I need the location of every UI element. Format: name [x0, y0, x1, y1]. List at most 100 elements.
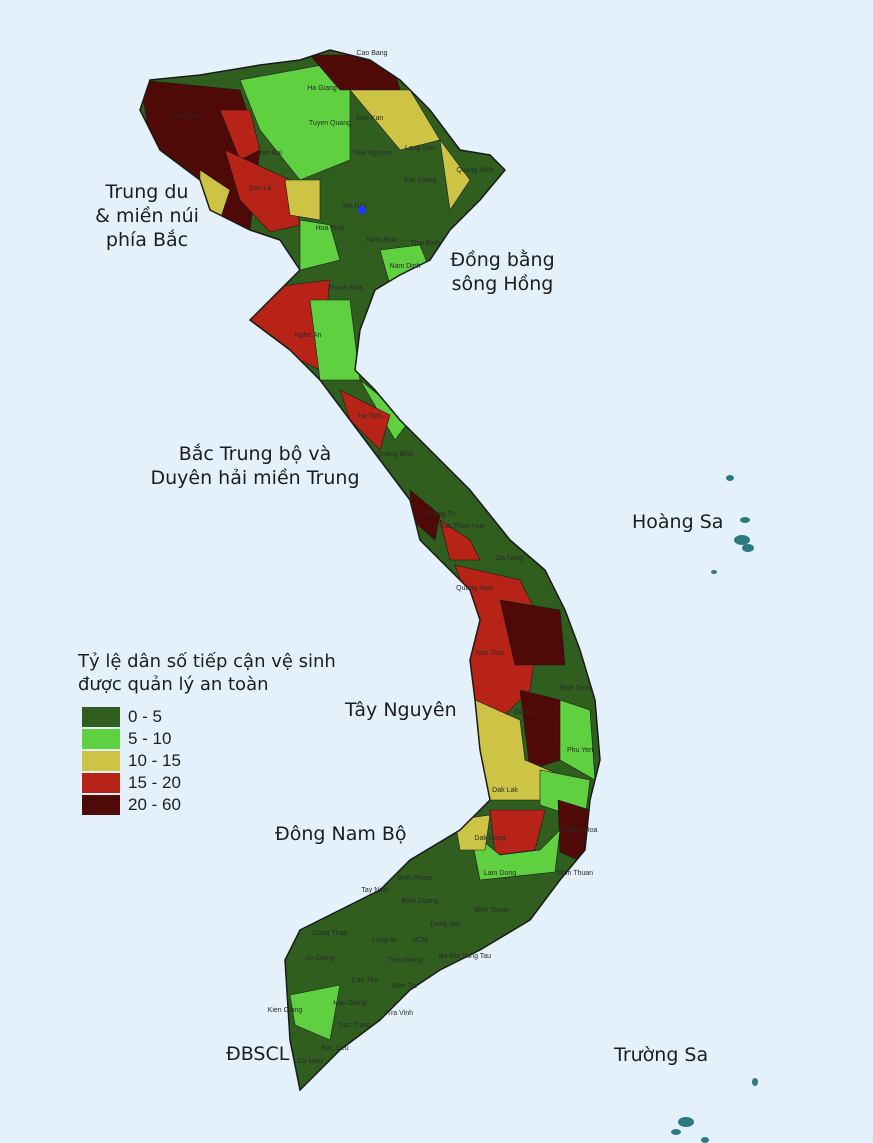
province-label: Kien Giang — [268, 1007, 303, 1014]
province-label: Dong Nai — [430, 921, 460, 928]
province-label: HA NOI — [343, 203, 367, 210]
province-label: Bac Lieu — [321, 1045, 348, 1052]
province-label: Dong Thap — [313, 930, 348, 937]
province-area-class-15-20 — [439, 519, 481, 561]
province-label: Binh Phuoc — [397, 875, 433, 882]
province-area-class-10-15 — [439, 139, 471, 211]
province-label: Da Nang — [496, 555, 524, 562]
province-label: Tuyen Quang — [309, 120, 351, 127]
province-area-class-15-20 — [224, 149, 301, 233]
island — [734, 535, 750, 545]
province-label: Khanh Hoa — [562, 827, 597, 834]
province-label: HCM — [412, 937, 428, 944]
province-label: Long An — [372, 937, 398, 944]
legend-label: 10 - 15 — [128, 751, 181, 770]
province-label: Thai Binh — [410, 240, 440, 247]
region-label-red-river-delta: Đồng bằng sông Hồng — [450, 249, 555, 295]
legend-swatch — [82, 707, 120, 727]
province-label: Lang Son — [405, 145, 435, 152]
island — [742, 544, 754, 552]
province-label: Lam Dong — [484, 870, 516, 877]
province-label: Gia Lai — [514, 709, 537, 716]
province-label: Binh Duong — [402, 898, 439, 905]
province-label: Ha Giang — [307, 85, 337, 92]
province-area-class-10-15 — [454, 814, 491, 851]
province-label: Son La — [249, 185, 271, 192]
province-label: Nam Dinh — [389, 263, 420, 270]
province-label: Binh Dinh — [560, 685, 590, 692]
legend-swatch — [82, 729, 120, 749]
island — [678, 1117, 694, 1127]
region-label-mekong-delta: ĐBSCL — [226, 1043, 290, 1065]
province-label: Ba Ria Vung Tau — [439, 953, 491, 960]
province-label: Hoa Binh — [316, 225, 345, 232]
legend-item: 5 - 10 — [82, 728, 358, 750]
province-label: Binh Thuan — [474, 907, 510, 914]
province-label: Ben Tre — [393, 983, 418, 990]
legend-label: 20 - 60 — [128, 795, 181, 814]
province-label: Thai Nguyen — [352, 150, 392, 157]
province-label: Dak Lak — [492, 787, 518, 794]
province-label: Quang Tri — [425, 511, 456, 518]
region-label-southeast: Đông Nam Bộ — [275, 823, 407, 845]
country-outline — [139, 49, 601, 1092]
province-label: Ninh Thuan — [557, 870, 593, 877]
province-area-class-15-20 — [339, 389, 391, 451]
island — [726, 475, 734, 481]
legend-title: Tỷ lệ dân số tiếp cận vệ sinh được quản … — [78, 651, 336, 695]
region-label-hoang-sa: Hoàng Sa — [632, 511, 724, 533]
province-label: Ninh Binh — [367, 237, 397, 244]
province-area-class-15-20 — [489, 809, 546, 856]
province-label: Yen Bai — [258, 150, 282, 157]
province-label: Quang Ninh — [456, 167, 493, 174]
region-label-north-central: Bắc Trung bộ và Duyên hải miền Trung — [150, 443, 360, 489]
province-label: Lai Chau — [171, 113, 199, 120]
legend-item: 0 - 5 — [82, 706, 358, 728]
hanoi-capital-marker — [358, 206, 366, 214]
province-label: Tra Vinh — [387, 1010, 413, 1017]
island — [740, 517, 750, 523]
province-label: Tien Giang — [388, 957, 422, 964]
province-label: Thua Thien Hue — [435, 523, 485, 530]
island — [752, 1078, 758, 1086]
province-label: Hau Giang — [333, 1000, 367, 1007]
island — [701, 1137, 709, 1143]
province-label: Quang Nam — [456, 585, 494, 592]
legend-swatch — [82, 773, 120, 793]
province-label: Phu Yen — [567, 747, 593, 754]
legend: Tỷ lệ dân số tiếp cận vệ sinh được quản … — [78, 650, 358, 816]
province-label: An Giang — [305, 955, 334, 962]
province-label: Cao Bang — [356, 50, 387, 57]
province-label: Ha Tinh — [358, 413, 382, 420]
region-label-truong-sa: Trường Sa — [614, 1044, 709, 1066]
legend-label: 0 - 5 — [128, 707, 163, 726]
province-area-class-5-10 — [289, 984, 341, 1041]
province-label: Bac Kan — [357, 115, 384, 122]
province-area-class-5-10 — [299, 219, 341, 271]
legend-swatch — [82, 751, 120, 771]
province-label: Can Tho — [352, 977, 379, 984]
province-area-class-10-15 — [284, 179, 321, 221]
province-label: Nghe An — [295, 332, 322, 339]
province-area-class-20-60 — [499, 599, 566, 666]
province-label: Tay Ninh — [361, 887, 388, 894]
province-area-class-15-20 — [219, 109, 261, 161]
region-label-northern-mountains: Trung du & miền núi phía Bắc — [95, 181, 199, 251]
legend-label: 5 - 10 — [128, 729, 172, 748]
legend-swatch — [82, 795, 120, 815]
legend-label: 15 - 20 — [128, 773, 181, 792]
province-area-class-5-10 — [469, 829, 561, 881]
island — [711, 570, 717, 574]
legend-item: 15 - 20 — [82, 772, 358, 794]
region-label-central-highlands: Tây Nguyên — [345, 699, 457, 721]
province-label: Soc Trang — [339, 1022, 371, 1029]
province-label: Thanh Hoa — [328, 285, 363, 292]
legend-item: 20 - 60 — [82, 794, 358, 816]
province-label: Ca Mau — [298, 1058, 323, 1065]
province-label: Dak Nong — [474, 835, 505, 842]
island — [671, 1129, 681, 1135]
province-label: Quang Binh — [377, 451, 414, 458]
province-label: Bac Giang — [404, 177, 437, 184]
legend-item: 10 - 15 — [82, 750, 358, 772]
